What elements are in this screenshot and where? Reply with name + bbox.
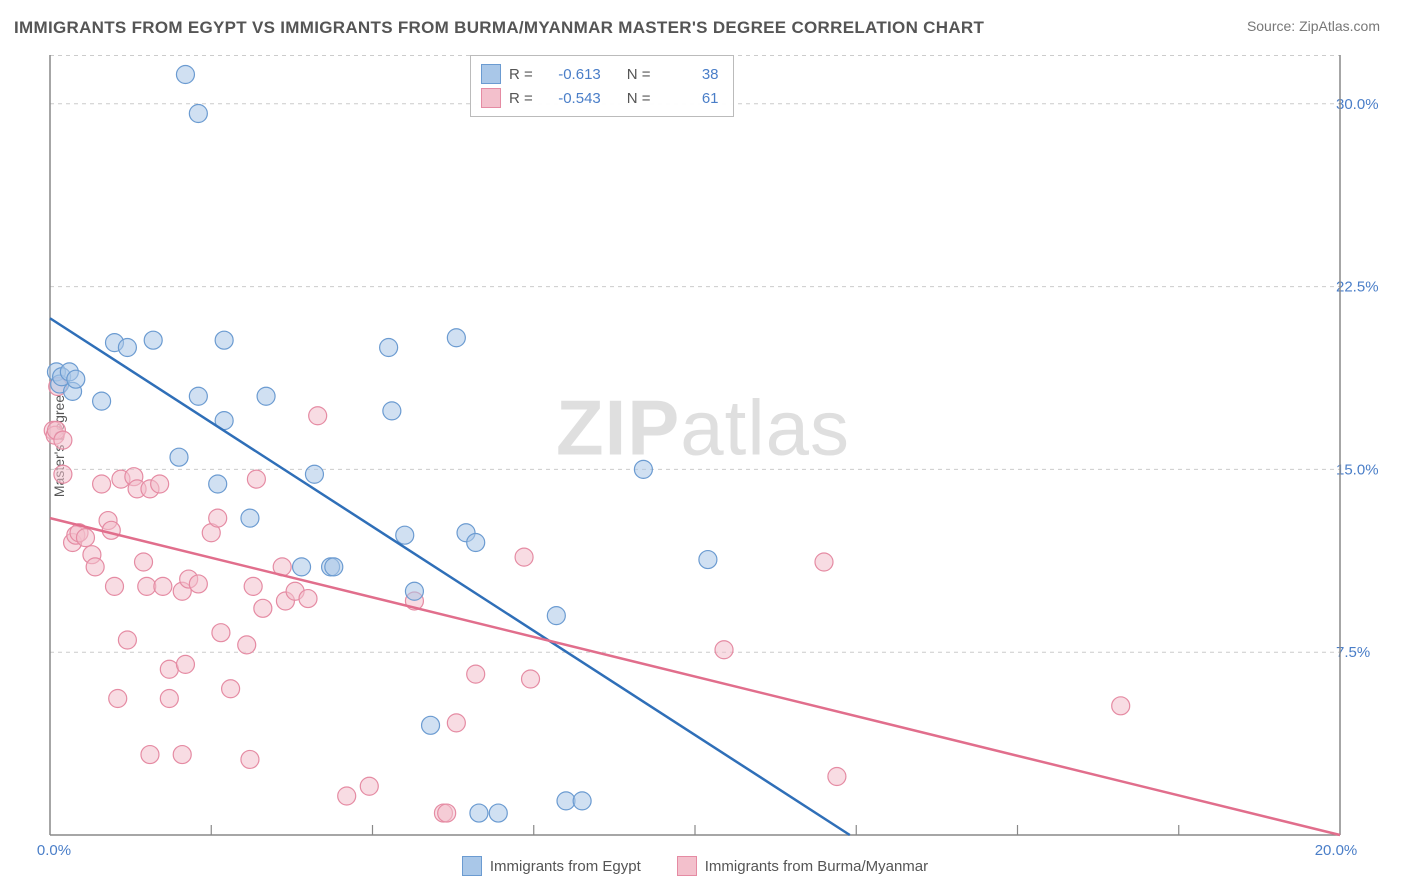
r-value-egypt: -0.613 bbox=[541, 66, 601, 83]
n-label: N = bbox=[627, 90, 651, 107]
n-value-burma: 61 bbox=[659, 90, 719, 107]
swatch-egypt-icon bbox=[462, 856, 482, 876]
scatter-chart: 7.5%15.0%22.5%30.0%0.0%20.0% bbox=[50, 55, 1340, 835]
legend-label-burma: Immigrants from Burma/Myanmar bbox=[705, 858, 928, 875]
stats-row-burma: R = -0.543 N = 61 bbox=[481, 86, 719, 110]
svg-text:15.0%: 15.0% bbox=[1336, 461, 1379, 478]
r-label: R = bbox=[509, 90, 533, 107]
r-label: R = bbox=[509, 66, 533, 83]
chart-title: IMMIGRANTS FROM EGYPT VS IMMIGRANTS FROM… bbox=[14, 18, 984, 38]
source-attribution: Source: ZipAtlas.com bbox=[1247, 18, 1380, 34]
legend-label-egypt: Immigrants from Egypt bbox=[490, 858, 641, 875]
n-label: N = bbox=[627, 66, 651, 83]
n-value-egypt: 38 bbox=[659, 66, 719, 83]
stats-row-egypt: R = -0.613 N = 38 bbox=[481, 62, 719, 86]
series-legend: Immigrants from Egypt Immigrants from Bu… bbox=[50, 856, 1340, 876]
svg-text:7.5%: 7.5% bbox=[1336, 644, 1370, 661]
stats-legend: R = -0.613 N = 38 R = -0.543 N = 61 bbox=[470, 55, 734, 117]
legend-item-egypt: Immigrants from Egypt bbox=[462, 856, 641, 876]
plot-area: 7.5%15.0%22.5%30.0%0.0%20.0% bbox=[50, 55, 1340, 835]
swatch-burma-icon bbox=[677, 856, 697, 876]
swatch-egypt bbox=[481, 64, 501, 84]
svg-text:22.5%: 22.5% bbox=[1336, 279, 1379, 296]
svg-text:30.0%: 30.0% bbox=[1336, 96, 1379, 113]
legend-item-burma: Immigrants from Burma/Myanmar bbox=[677, 856, 928, 876]
swatch-burma bbox=[481, 88, 501, 108]
r-value-burma: -0.543 bbox=[541, 90, 601, 107]
